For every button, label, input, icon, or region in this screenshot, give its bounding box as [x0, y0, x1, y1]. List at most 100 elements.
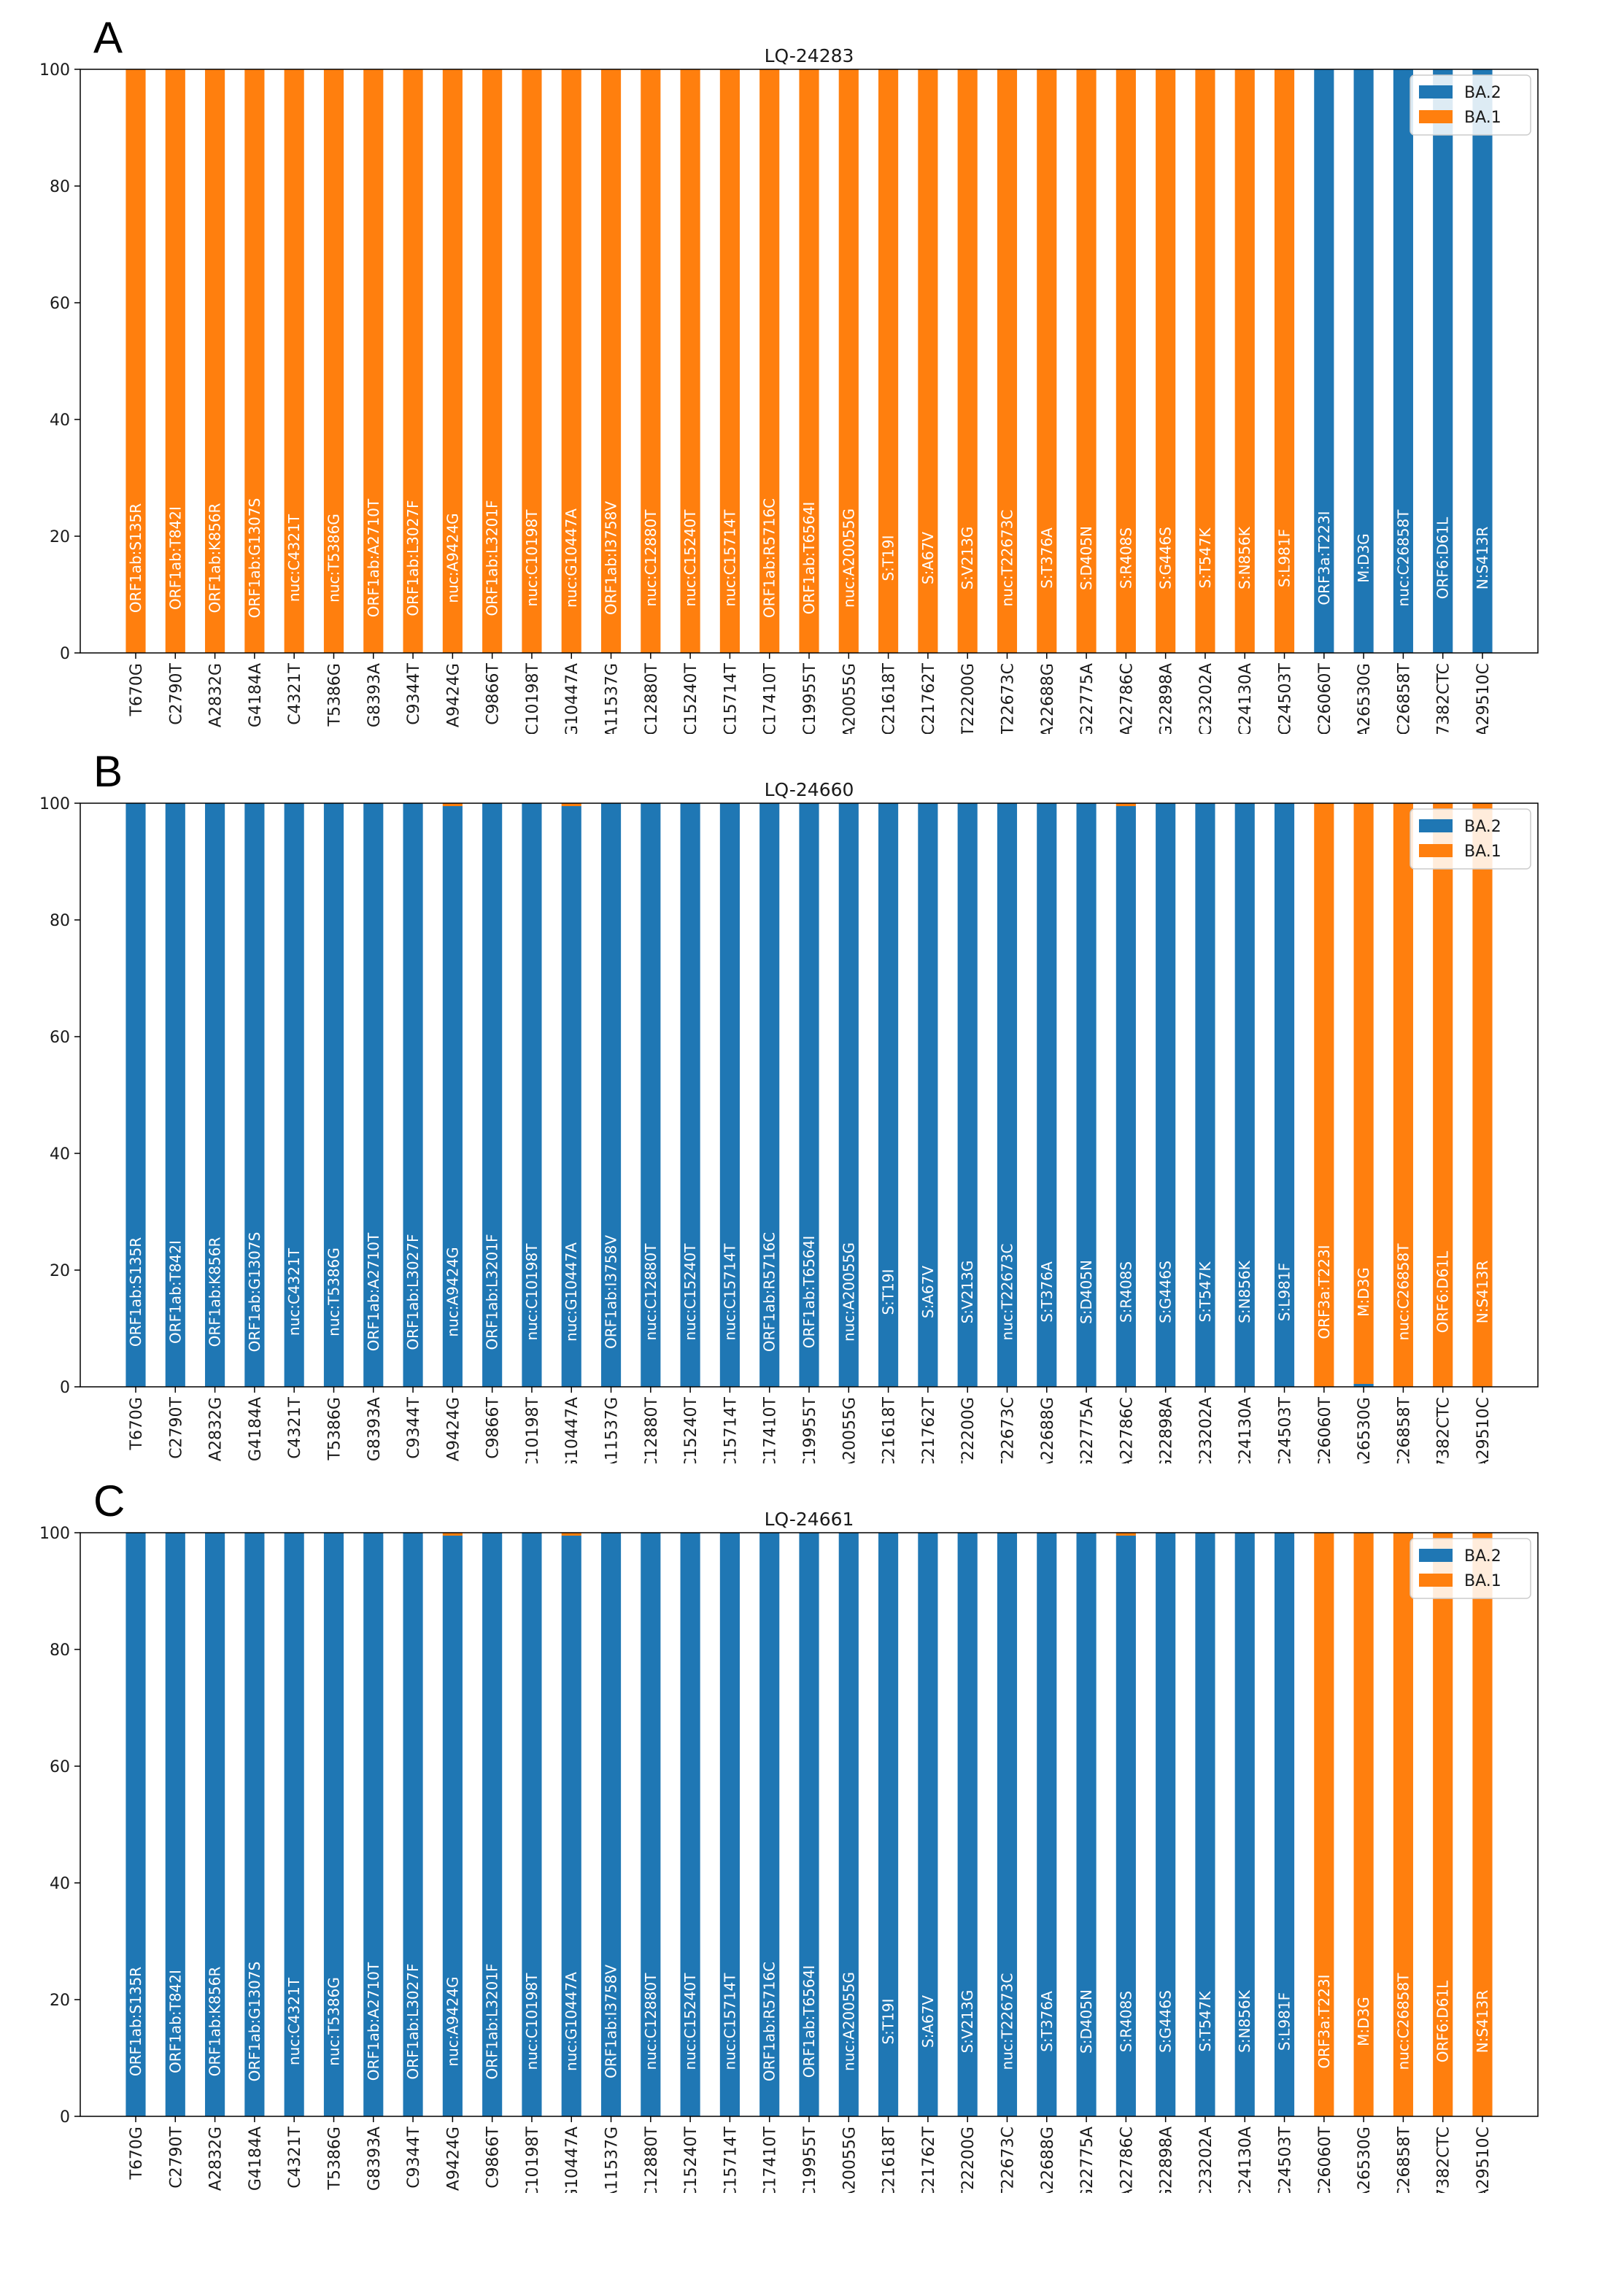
bar-ba2 — [561, 1536, 581, 2116]
bar-label: S:T19I — [880, 1999, 897, 2045]
chart-title: LQ-24660 — [765, 779, 854, 800]
bar-label: N:S413R — [1474, 1990, 1491, 2054]
bar-label: S:L981F — [1276, 1263, 1294, 1321]
x-tick-label: T22673C — [999, 1397, 1017, 1463]
bar-ba1 — [125, 69, 146, 653]
bar-label: S:T547K — [1196, 527, 1214, 589]
bar-ba2 — [759, 1533, 780, 2116]
bar-ba2 — [1274, 1533, 1295, 2116]
bar-label: ORF1ab:T6564I — [800, 1236, 818, 1349]
bar-label: ORF3a:T223I — [1315, 511, 1333, 605]
x-tick-label: A9424G — [444, 1397, 463, 1461]
bar-label: nuc:C4321T — [285, 1977, 303, 2065]
bar-label: nuc:T22673C — [998, 1244, 1016, 1341]
bar-label: ORF1ab:S135R — [127, 1237, 144, 1347]
x-tick-label: T22200G — [959, 1397, 978, 1463]
bar-ba2 — [323, 803, 344, 1387]
bar-label: nuc:C10198T — [523, 1243, 541, 1341]
bar-ba2 — [244, 803, 265, 1387]
x-tick-label: A26530G — [1356, 663, 1374, 734]
bar-ba2 — [799, 803, 819, 1387]
legend-label: BA.1 — [1464, 1572, 1501, 1590]
bar-label: ORF1ab:T6564I — [800, 1965, 818, 2078]
y-tick-label: 40 — [50, 1145, 70, 1164]
bar-ba2 — [482, 803, 503, 1387]
bar-ba2 — [600, 1533, 622, 2116]
bar-ba2 — [482, 1533, 503, 2116]
y-tick-label: 80 — [50, 1641, 70, 1660]
x-tick-label: T22673C — [999, 2127, 1017, 2193]
bar-label: S:R408S — [1117, 1261, 1134, 1323]
bar-label: S:L981F — [1276, 529, 1294, 587]
bar-ba2 — [1314, 69, 1334, 653]
chart-svg: B LQ-24660 ORF1ab:S135R T670G ORF1ab:T842I C2… — [39, 747, 1539, 1463]
bar-ba2 — [1037, 803, 1057, 1387]
bar-ba2 — [403, 803, 423, 1387]
x-tick-label: A9424G — [444, 663, 463, 727]
x-tick-label: C10198T — [524, 2126, 542, 2193]
bar-label: ORF1ab:I3758V — [603, 501, 620, 615]
x-tick-label: C21618T — [881, 662, 899, 734]
bar-label: nuc:T5386G — [325, 514, 342, 603]
legend-swatch — [1419, 85, 1453, 98]
bar-ba1 — [205, 69, 225, 653]
bar-label: S:L981F — [1276, 1992, 1294, 2051]
bar-ba2 — [1115, 806, 1136, 1387]
bar-ba1 — [997, 69, 1018, 653]
bar-label: nuc:G10447A — [562, 508, 580, 608]
bar-label: S:T19I — [880, 1269, 897, 1315]
bar-ba2 — [244, 1533, 265, 2116]
bar-ba2 — [838, 803, 859, 1387]
bar-ba1 — [799, 69, 819, 653]
x-tick-label: C17410T — [762, 2126, 780, 2193]
bar-ba2 — [918, 803, 938, 1387]
y-tick-label: 20 — [50, 1262, 70, 1280]
bar-ba1 — [1195, 69, 1215, 653]
bar-ba2 — [1195, 1533, 1215, 2116]
x-tick-label: C2790T — [167, 2126, 185, 2188]
x-tick-label: A22786C — [1118, 1397, 1136, 1463]
y-tick-label: 100 — [39, 1525, 70, 1543]
x-tick-label: C24503T — [1277, 662, 1295, 734]
bar-ba1 — [719, 69, 740, 653]
x-tick-label: T5386G — [325, 663, 344, 727]
bar-label: S:T547K — [1196, 1991, 1214, 2052]
bar-ba2 — [1274, 803, 1295, 1387]
x-tick-label: C15714T — [722, 1396, 740, 1463]
legend-swatch — [1419, 1574, 1453, 1587]
y-tick-label: 20 — [50, 528, 70, 546]
x-tick-label: GAT27382CTC — [1435, 2127, 1453, 2193]
bar-label: ORF1ab:K856R — [206, 1237, 224, 1347]
bar-label: S:R408S — [1117, 527, 1134, 589]
bar-label: ORF1ab:A2710T — [365, 498, 382, 617]
bar-ba1 — [561, 69, 581, 653]
bar-ba2 — [442, 1536, 463, 2116]
legend-swatch — [1419, 844, 1453, 857]
x-tick-label: C17410T — [762, 662, 780, 734]
bar-ba1 — [1314, 803, 1334, 1387]
bar-label: nuc:G10447A — [562, 1242, 580, 1342]
bar-label: nuc:A9424G — [444, 513, 461, 603]
bar-label: S:N856K — [1236, 1989, 1253, 2053]
bar-label: nuc:C4321T — [285, 1247, 303, 1336]
y-tick-label: 60 — [50, 295, 70, 313]
bar-ba2 — [125, 803, 146, 1387]
bar-label: nuc:T5386G — [325, 1977, 342, 2066]
bar-label: nuc:C26858T — [1394, 1973, 1412, 2070]
bar-label: S:T19I — [880, 535, 897, 581]
bar-label: S:D405N — [1078, 1260, 1095, 1324]
x-tick-label: A2832G — [207, 2127, 225, 2191]
bar-ba1 — [522, 69, 542, 653]
x-tick-label: C4321T — [286, 662, 304, 724]
y-tick-label: 0 — [60, 645, 70, 663]
x-tick-label: C26060T — [1316, 2126, 1334, 2193]
x-tick-label: T670G — [128, 663, 146, 716]
legend-label: BA.2 — [1464, 1547, 1501, 1566]
bar-ba1 — [918, 69, 938, 653]
chart-panel-c: C LQ-24661 ORF1ab:S135R T670G ORF1ab:T842I C2… — [0, 1463, 1624, 2193]
x-tick-label: A20055G — [840, 2127, 859, 2193]
bar-label: nuc:C10198T — [523, 509, 541, 607]
bar-ba2 — [957, 803, 978, 1387]
bar-label: nuc:C12880T — [642, 1973, 660, 2070]
bar-ba1 — [1353, 1533, 1374, 2116]
